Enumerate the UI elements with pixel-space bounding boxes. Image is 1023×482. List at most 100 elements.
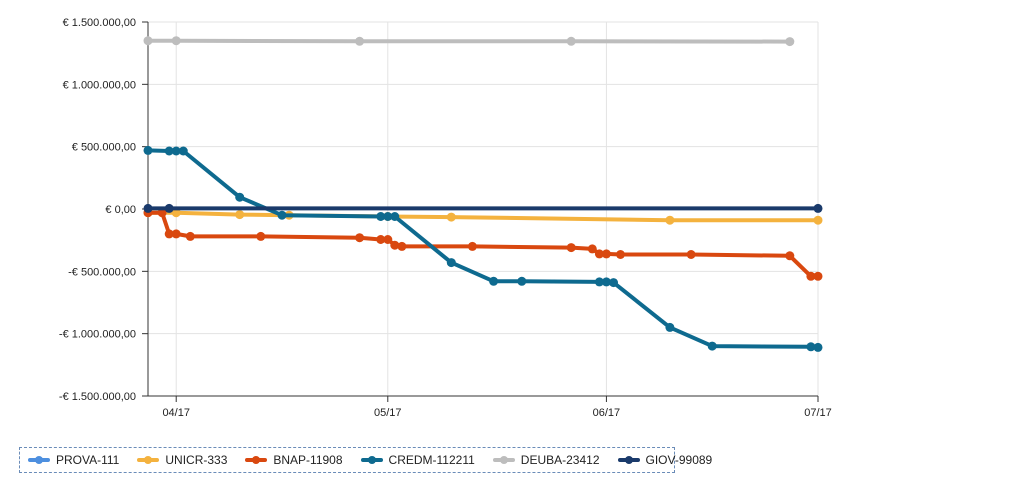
legend-swatch: [617, 455, 640, 465]
data-point-credm-112211[interactable]: [609, 278, 618, 288]
data-point-bnap-11908[interactable]: [171, 229, 181, 239]
data-point-deuba-23412[interactable]: [785, 37, 795, 47]
data-point-bnap-11908[interactable]: [256, 231, 266, 241]
series-bnap-11908: [143, 208, 823, 281]
data-point-credm-112211[interactable]: [489, 276, 499, 286]
data-point-bnap-11908[interactable]: [157, 208, 167, 218]
legend-swatch-marker: [35, 456, 43, 464]
data-point-bnap-11908[interactable]: [813, 271, 823, 281]
legend: PROVA-111 UNICR-333 BNAP-11908 CREDM-112211…: [19, 447, 712, 473]
data-point-credm-112211[interactable]: [178, 146, 188, 156]
x-tick-label: 04/17: [162, 407, 190, 419]
legend-item-giov-99089[interactable]: GIOV-99089: [617, 453, 713, 467]
x-tick-labels: 04/17 05/17 06/17 07/17: [162, 396, 832, 419]
data-point-bnap-11908[interactable]: [587, 244, 597, 254]
legend-swatch-marker: [144, 456, 153, 464]
data-point-credm-112211[interactable]: [594, 277, 604, 287]
data-point-credm-112211[interactable]: [164, 146, 174, 156]
y-tick-labels: € 1.500.000,00 € 1.000.000,00 € 500.000,00…: [59, 17, 148, 403]
legend-label: DEUBA-23412: [520, 453, 600, 467]
data-point-bnap-11908[interactable]: [397, 241, 407, 251]
data-point-credm-112211[interactable]: [446, 258, 456, 268]
series-line-bnap-11908: [146, 210, 820, 279]
data-point-bnap-11908[interactable]: [616, 250, 625, 259]
legend-swatch: [137, 455, 160, 465]
data-point-bnap-11908[interactable]: [376, 235, 386, 244]
data-point-bnap-11908[interactable]: [806, 271, 816, 281]
data-point-credm-112211[interactable]: [171, 146, 181, 156]
series-lines: [143, 36, 823, 352]
data-point-giov-99089[interactable]: [164, 203, 174, 213]
data-point-bnap-11908[interactable]: [390, 240, 400, 250]
legend-item-prova-111[interactable]: PROVA-111: [28, 453, 119, 467]
legend-item-deuba-23412[interactable]: DEUBA-23412: [492, 453, 600, 467]
line-chart: € 1.500.000,00 € 1.000.000,00 € 500.000,00…: [59, 17, 832, 419]
data-point-deuba-23412[interactable]: [355, 36, 365, 46]
y-tick-label: -€ 1.000.000,00: [59, 329, 136, 341]
data-point-credm-112211[interactable]: [813, 342, 823, 352]
legend-item-bnap-11908[interactable]: BNAP-11908: [245, 453, 343, 467]
series-giov-99089: [143, 203, 823, 213]
data-point-credm-112211[interactable]: [707, 341, 717, 351]
data-point-giov-99089[interactable]: [813, 203, 823, 213]
legend-swatch: [360, 455, 383, 465]
legend-swatch-marker: [624, 456, 633, 464]
series-credm-112211: [143, 145, 823, 352]
y-tick-label: € 500.000,00: [72, 142, 136, 154]
data-point-bnap-11908[interactable]: [164, 229, 174, 239]
data-point-credm-112211[interactable]: [390, 212, 400, 221]
data-point-unicr-333[interactable]: [446, 212, 456, 222]
legend-label: CREDM-112211: [388, 453, 475, 467]
data-point-credm-112211[interactable]: [376, 212, 386, 221]
data-point-deuba-23412[interactable]: [171, 36, 181, 46]
x-tick-label: 05/17: [374, 407, 402, 419]
data-point-bnap-11908[interactable]: [601, 249, 611, 259]
legend-swatch: [492, 455, 515, 465]
data-point-bnap-11908[interactable]: [566, 243, 576, 253]
data-point-credm-112211[interactable]: [806, 342, 816, 352]
series-line-credm-112211: [146, 148, 820, 350]
data-point-bnap-11908[interactable]: [383, 235, 393, 244]
legend-swatch: [28, 455, 50, 465]
series-unicr-333: [143, 208, 823, 225]
data-point-giov-99089[interactable]: [143, 203, 153, 213]
x-tick-label: 07/17: [804, 407, 832, 419]
legend-label: BNAP-11908: [273, 453, 343, 467]
data-point-bnap-11908[interactable]: [686, 250, 696, 259]
x-tick-label: 06/17: [593, 407, 621, 419]
series-deuba-23412: [143, 36, 795, 47]
legend-item-credm-112211[interactable]: CREDM-112211: [360, 453, 475, 467]
y-tick-label: € 1.000.000,00: [63, 79, 136, 91]
legend-item-unicr-333[interactable]: UNICR-333: [137, 453, 227, 467]
y-tick-label: € 1.500.000,00: [63, 17, 136, 29]
legend-swatch: [245, 455, 268, 465]
data-point-credm-112211[interactable]: [235, 192, 245, 202]
legend-swatch-marker: [252, 456, 261, 464]
legend-label: UNICR-333: [165, 453, 228, 467]
data-point-credm-112211[interactable]: [277, 210, 287, 220]
series-line-unicr-333: [146, 210, 820, 223]
data-point-credm-112211[interactable]: [601, 277, 611, 287]
legend-label: PROVA-111: [56, 453, 120, 467]
data-point-bnap-11908[interactable]: [785, 251, 795, 261]
legend-label: GIOV-99089: [645, 453, 713, 467]
data-point-unicr-333[interactable]: [235, 210, 245, 220]
data-point-credm-112211[interactable]: [383, 212, 393, 221]
data-point-deuba-23412[interactable]: [566, 36, 576, 46]
data-point-bnap-11908[interactable]: [467, 241, 477, 251]
data-point-bnap-11908[interactable]: [185, 231, 195, 241]
y-tick-label: € 0,00: [105, 204, 136, 216]
y-tick-label: -€ 500.000,00: [68, 266, 136, 278]
data-point-unicr-333[interactable]: [813, 215, 823, 225]
series-line-deuba-23412: [146, 38, 792, 44]
data-point-unicr-333[interactable]: [665, 215, 675, 225]
data-point-credm-112211[interactable]: [517, 276, 527, 286]
data-point-unicr-333[interactable]: [171, 208, 181, 218]
data-point-bnap-11908[interactable]: [355, 233, 365, 243]
legend-swatch-marker: [499, 456, 508, 464]
data-point-deuba-23412[interactable]: [143, 36, 153, 46]
y-tick-label: -€ 1.500.000,00: [59, 391, 136, 403]
data-point-bnap-11908[interactable]: [594, 249, 604, 259]
data-point-credm-112211[interactable]: [665, 322, 675, 332]
data-point-credm-112211[interactable]: [143, 145, 153, 155]
